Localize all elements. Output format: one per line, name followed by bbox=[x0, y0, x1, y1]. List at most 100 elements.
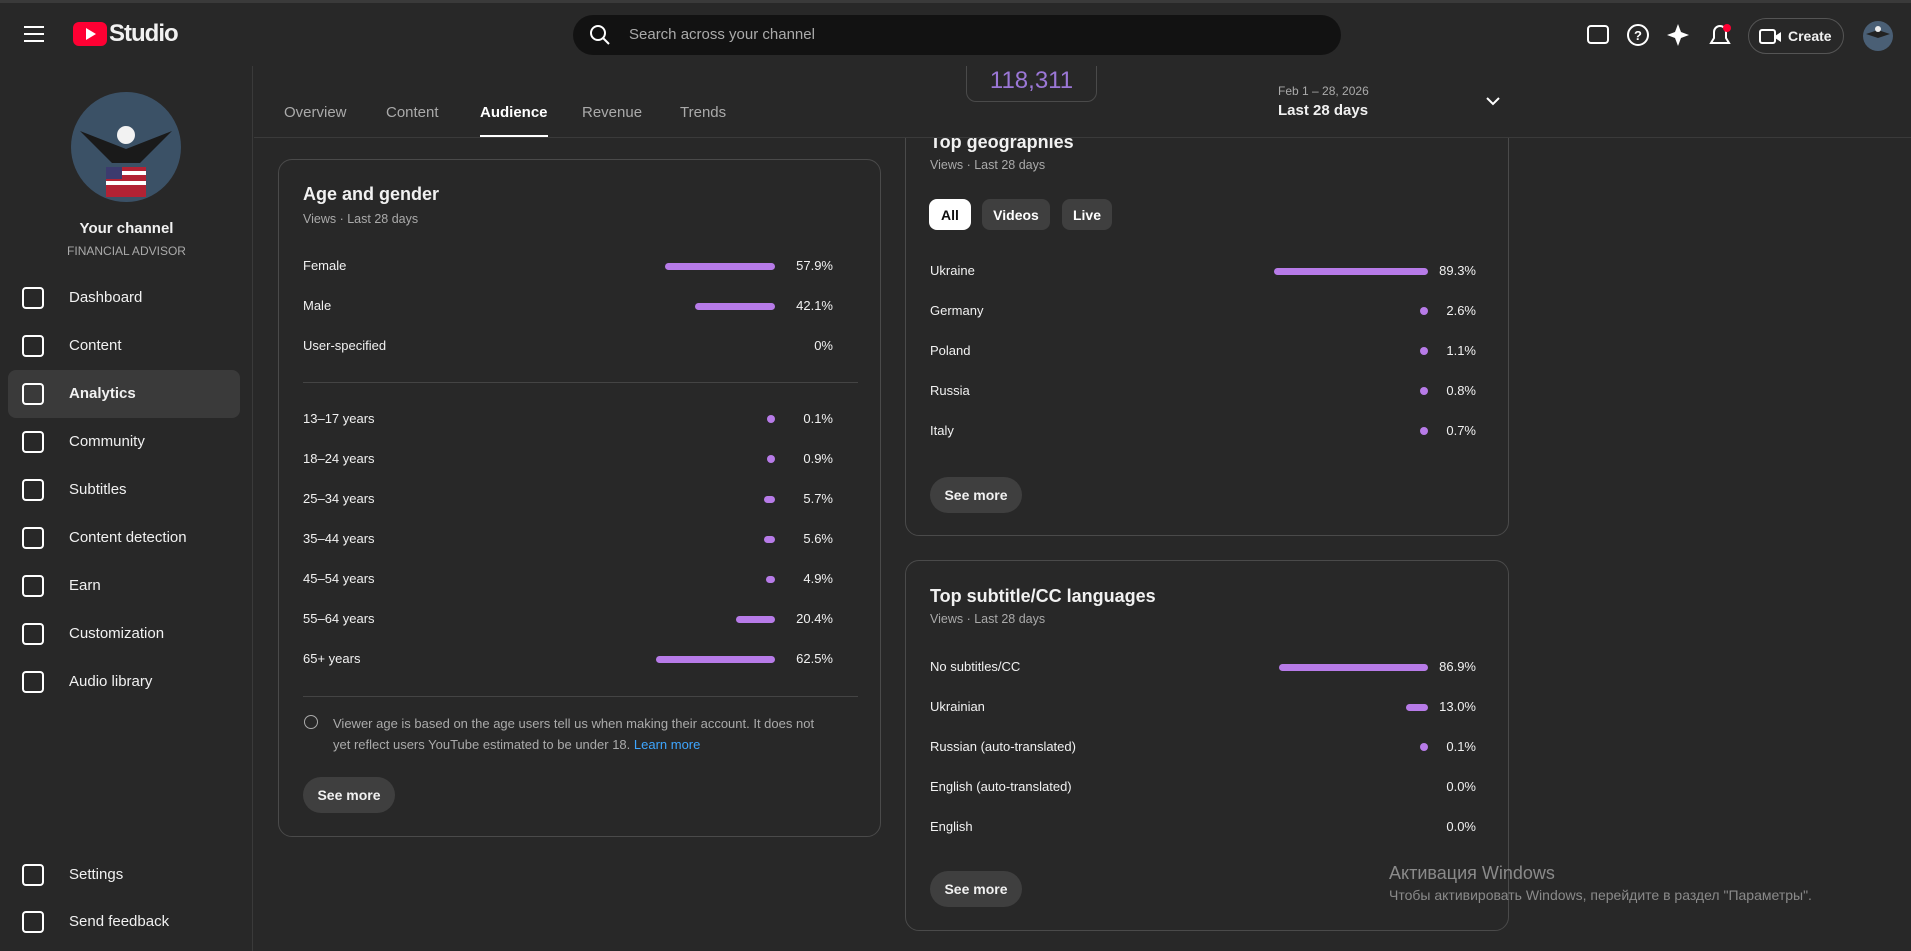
nav-item[interactable]: Customization bbox=[69, 625, 165, 642]
row-label: Germany bbox=[930, 303, 984, 318]
create-label: Create bbox=[1788, 28, 1832, 44]
card-title: Age and gender bbox=[303, 184, 440, 204]
nav-icon bbox=[22, 383, 44, 405]
top-bar: Studio Search across your channel ? Crea… bbox=[0, 0, 1911, 66]
row-label: English bbox=[930, 819, 973, 834]
search-icon bbox=[590, 25, 610, 45]
note-link[interactable]: Learn more bbox=[633, 737, 701, 752]
see-more-button[interactable]: See more bbox=[303, 777, 395, 813]
row-label: Ukraine bbox=[930, 263, 975, 278]
bar-dot bbox=[767, 415, 775, 423]
row-label: 13–17 years bbox=[303, 411, 375, 426]
note: Viewer age is based on the age users tel… bbox=[333, 713, 833, 755]
row-label: Poland bbox=[930, 343, 971, 358]
bar bbox=[1274, 267, 1428, 275]
watermark-title: Активация Windows bbox=[1389, 863, 1555, 883]
age-gender-card: Age and gender Views · Last 28 days Female… bbox=[278, 159, 881, 837]
nav-item[interactable]: Content bbox=[69, 337, 122, 354]
row-value: 0.1% bbox=[1446, 739, 1476, 754]
bar bbox=[765, 575, 775, 583]
row-label: User-specified bbox=[303, 338, 387, 353]
bar bbox=[695, 302, 775, 310]
filter-chip[interactable]: Live bbox=[1062, 199, 1112, 230]
nav-icon bbox=[22, 623, 44, 645]
nav-item[interactable]: Analytics bbox=[69, 385, 136, 402]
tab[interactable]: Overview bbox=[284, 104, 347, 121]
channel-avatar[interactable] bbox=[70, 91, 182, 203]
bar bbox=[1278, 663, 1428, 671]
watermark-text: Чтобы активировать Windows, перейдите в … bbox=[1389, 887, 1812, 903]
card-subtitle: Views · Last 28 days bbox=[930, 612, 1046, 626]
info-icon bbox=[304, 715, 318, 729]
row-value: 0.8% bbox=[1446, 383, 1476, 398]
nav-footer-item[interactable]: Settings bbox=[69, 866, 124, 883]
logo-text[interactable]: Studio bbox=[109, 20, 179, 47]
bar-dot bbox=[1420, 307, 1428, 315]
row-value: 5.7% bbox=[803, 491, 833, 506]
row-value: 0% bbox=[814, 338, 833, 353]
metric-value: 118,311 bbox=[989, 67, 1074, 94]
nav-active-bg bbox=[8, 370, 240, 418]
tab[interactable]: Revenue bbox=[582, 104, 643, 121]
channel-subtitle: FINANCIAL ADVISOR bbox=[67, 244, 186, 258]
nav-item[interactable]: Dashboard bbox=[69, 289, 143, 306]
bar-dot bbox=[1420, 427, 1428, 435]
row-label: Female bbox=[303, 258, 347, 273]
divider bbox=[303, 382, 858, 383]
tab[interactable]: Trends bbox=[680, 104, 727, 121]
row-label: 55–64 years bbox=[303, 611, 375, 626]
bar bbox=[656, 655, 775, 663]
row-value: 89.3% bbox=[1439, 263, 1476, 278]
nav-item[interactable]: Subtitles bbox=[69, 481, 127, 498]
bar bbox=[764, 535, 775, 543]
date-range[interactable]: Feb 1 – 28, 2026 bbox=[1278, 84, 1369, 98]
row-label: Russian (auto-translated) bbox=[930, 739, 1076, 754]
tab[interactable]: Audience bbox=[480, 104, 548, 137]
row-value: 0.0% bbox=[1446, 819, 1476, 834]
logo-icon[interactable] bbox=[73, 22, 107, 46]
bar-dot bbox=[1420, 387, 1428, 395]
divider bbox=[303, 696, 858, 697]
bar-dot bbox=[1420, 347, 1428, 355]
nav-item[interactable]: Community bbox=[69, 433, 145, 450]
bar-dot bbox=[767, 455, 775, 463]
filter-chip[interactable]: All bbox=[929, 199, 971, 230]
header-icons[interactable]: ? bbox=[1586, 23, 1736, 49]
geographies-card: Top geographies Views · Last 28 days All Vi… bbox=[905, 100, 1509, 536]
languages-card: Top subtitle/CC languages Views · Last 28… bbox=[905, 560, 1509, 931]
row-label: 25–34 years bbox=[303, 491, 375, 506]
account-avatar[interactable] bbox=[1862, 20, 1894, 52]
filter-chip[interactable]: Videos bbox=[982, 199, 1050, 230]
row-label: Italy bbox=[930, 423, 954, 438]
row-label: 65+ years bbox=[303, 651, 361, 666]
nav-item[interactable]: Earn bbox=[69, 577, 101, 594]
nav-footer-item[interactable]: Send feedback bbox=[69, 913, 170, 930]
row-value: 5.6% bbox=[803, 531, 833, 546]
row-value: 0.9% bbox=[803, 451, 833, 466]
see-more-button[interactable]: See more bbox=[930, 477, 1022, 513]
row-label: Ukrainian bbox=[930, 699, 985, 714]
tab[interactable]: Content bbox=[386, 104, 439, 121]
bar bbox=[1405, 703, 1428, 711]
sidebar: Your channel FINANCIAL ADVISOR Dashboard… bbox=[0, 66, 253, 951]
search-placeholder: Search across your channel bbox=[629, 26, 815, 43]
nav-item[interactable]: Content detection bbox=[69, 529, 187, 546]
row-value: 13.0% bbox=[1439, 699, 1476, 714]
nav-icon bbox=[22, 911, 44, 933]
row-value: 86.9% bbox=[1439, 659, 1476, 674]
search-box[interactable]: Search across your channel bbox=[573, 15, 1341, 55]
nav-icon bbox=[22, 527, 44, 549]
create-button[interactable]: Create bbox=[1748, 18, 1844, 54]
nav-icon bbox=[22, 864, 44, 886]
date-dropdown[interactable] bbox=[1485, 96, 1501, 106]
see-more-button[interactable]: See more bbox=[930, 871, 1022, 907]
bar bbox=[764, 495, 775, 503]
nav-item[interactable]: Audio library bbox=[69, 673, 153, 690]
date-label[interactable]: Last 28 days bbox=[1278, 102, 1369, 119]
svg-text:?: ? bbox=[1634, 28, 1642, 43]
channel-title[interactable]: Your channel bbox=[79, 220, 174, 237]
menu-icon[interactable] bbox=[24, 25, 46, 43]
row-value: 0.1% bbox=[803, 411, 833, 426]
row-value: 20.4% bbox=[796, 611, 833, 626]
